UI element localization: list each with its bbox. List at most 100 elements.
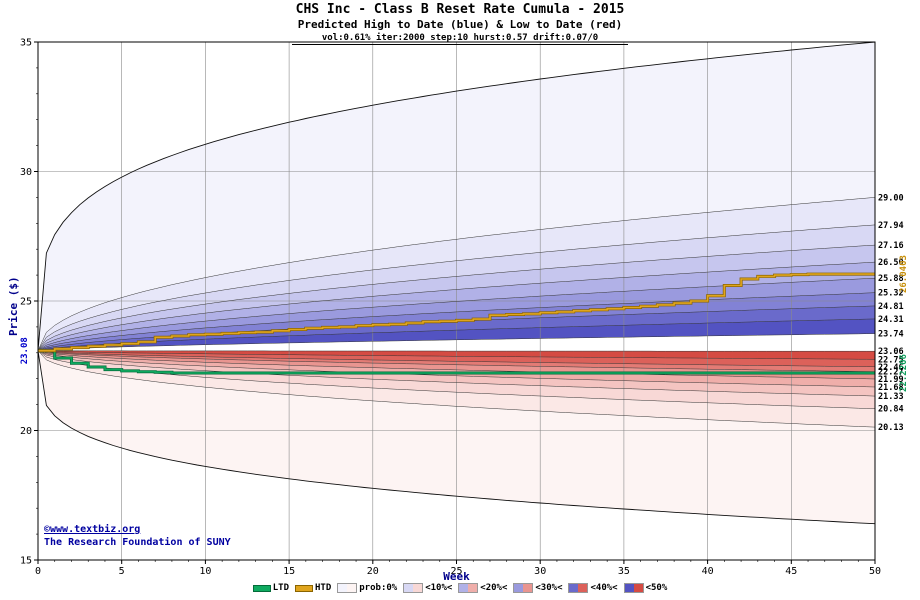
x-tick-label: 30 xyxy=(534,566,546,577)
htd-final-label: 26.0403 xyxy=(899,255,909,293)
high-boundary-curve xyxy=(37,292,876,351)
y-axis-title: Price ($) xyxy=(7,276,20,336)
high-boundary-label: 29.00 xyxy=(878,193,904,203)
chart-title: CHS Inc - Class B Reset Rate Cumula - 20… xyxy=(295,2,625,17)
low-boundary-curve xyxy=(37,350,876,372)
high-fan-band xyxy=(38,197,875,351)
legend: LTD HTD prob:0% <10%< <20%< <30%< <40%< <50% xyxy=(0,583,920,593)
low-fan-band xyxy=(38,350,875,409)
y-tick-label: 25 xyxy=(20,297,32,308)
chart-subtitle: Predicted High to Date (blue) & Low to D… xyxy=(297,18,623,31)
high-boundary-curve xyxy=(37,41,876,351)
legend-item-prob-3: <30%< xyxy=(513,583,562,593)
low-boundary-curve xyxy=(37,350,876,409)
high-fan-band xyxy=(38,245,875,351)
legend-label: <30%< xyxy=(535,583,563,593)
legend-prob-swatch xyxy=(623,583,644,593)
high-fan-band xyxy=(38,224,875,351)
x-tick-label: 20 xyxy=(367,566,379,577)
high-fan-band xyxy=(38,262,875,351)
low-boundary-curve xyxy=(37,350,876,368)
copyright-block: ©www.textbiz.org The Research Foundation… xyxy=(44,523,231,549)
low-boundary-label: 21.99 xyxy=(878,375,904,385)
low-boundary-label: 20.84 xyxy=(878,405,904,415)
legend-label: LTD xyxy=(272,583,289,593)
low-boundary-label: 21.68 xyxy=(878,383,904,393)
high-boundary-curve xyxy=(37,224,876,351)
legend-label: <50% xyxy=(645,583,668,593)
high-boundary-curve xyxy=(37,244,876,351)
legend-item-prob-1: <10%< xyxy=(403,583,452,593)
high-boundary-curve xyxy=(37,197,876,351)
low-boundary-label: 21.33 xyxy=(878,392,904,402)
x-tick-label: 50 xyxy=(869,566,881,577)
high-boundary-curve xyxy=(37,318,876,351)
y-tick-label: 20 xyxy=(20,426,32,437)
chart-header: CHS Inc - Class B Reset Rate Cumula - 20… xyxy=(0,2,920,45)
high-boundary-label: 25.32 xyxy=(878,289,904,299)
low-boundary-curve xyxy=(37,350,876,388)
low-fan-band xyxy=(38,350,875,397)
x-tick-label: 40 xyxy=(702,566,714,577)
low-boundary-curve xyxy=(37,350,876,428)
low-fan-band xyxy=(38,350,875,372)
high-boundary-label: 27.16 xyxy=(878,241,904,251)
x-tick-label: 0 xyxy=(35,566,41,577)
legend-prob-swatch xyxy=(568,583,589,593)
high-boundary-label: 26.50 xyxy=(878,258,904,268)
copyright-org: The Research Foundation of SUNY xyxy=(44,537,231,548)
legend-item-prob-4: <40%< xyxy=(568,583,618,593)
high-boundary-label: 25.88 xyxy=(878,274,904,284)
x-tick-label: 10 xyxy=(199,566,211,577)
y-tick-label: 15 xyxy=(20,556,32,567)
legend-prob-swatch xyxy=(403,583,424,593)
high-boundary-label: 23.74 xyxy=(878,330,904,340)
x-tick-label: 5 xyxy=(119,566,125,577)
legend-prob-swatch xyxy=(513,583,534,593)
high-boundary-label: 24.81 xyxy=(878,302,904,312)
legend-item-prob-5: <50% xyxy=(623,583,668,593)
low-boundary-curve xyxy=(37,350,876,397)
low-boundary-label: 23.06 xyxy=(878,347,904,357)
high-boundary-label: 27.94 xyxy=(878,221,904,231)
legend-swatch-ltd xyxy=(252,584,271,592)
high-fan-band xyxy=(38,278,875,351)
copyright-url: ©www.textbiz.org xyxy=(44,524,141,535)
x-tick-label: 25 xyxy=(450,566,462,577)
low-boundary-label: 22.46 xyxy=(878,363,904,373)
legend-swatch-htd xyxy=(295,584,313,592)
ltd-final-label: 22.2206 xyxy=(899,354,909,392)
legend-prob-swatch xyxy=(337,583,358,593)
legend-label: HTD xyxy=(315,583,332,593)
legend-label: <20%< xyxy=(480,583,508,593)
high-fan-band xyxy=(38,292,875,351)
htd-line xyxy=(38,273,875,352)
x-tick-label: 15 xyxy=(283,566,295,577)
y-tick-label: 35 xyxy=(20,38,32,49)
legend-item-prob-2: <20%< xyxy=(458,583,507,593)
low-boundary-label: 20.13 xyxy=(878,423,904,433)
low-boundary-curve xyxy=(37,350,876,380)
y-tick-label: 30 xyxy=(20,167,32,178)
start-price-label: 23.08 xyxy=(20,337,30,364)
low-boundary-label: 22.75 xyxy=(878,355,904,365)
high-boundary-curve xyxy=(37,261,876,351)
legend-label: prob:0% xyxy=(359,583,398,593)
legend-label: <40%< xyxy=(590,583,618,593)
high-boundary-label: 24.31 xyxy=(878,315,904,325)
x-axis-title: Week xyxy=(443,570,470,583)
low-boundary-curve xyxy=(37,350,876,525)
legend-item-htd: HTD xyxy=(295,583,331,593)
x-tick-label: 35 xyxy=(618,566,630,577)
low-boundary-label: 22.27 xyxy=(878,368,904,378)
legend-prob-swatch xyxy=(458,583,479,593)
x-tick-label: 45 xyxy=(785,566,797,577)
low-fan-band xyxy=(38,350,875,387)
legend-label: <10%< xyxy=(425,583,453,593)
legend-item-ltd: LTD xyxy=(252,583,289,593)
high-boundary-curve xyxy=(37,333,876,351)
low-fan-band xyxy=(38,350,875,428)
legend-item-prob-0: prob:0% xyxy=(337,583,397,593)
